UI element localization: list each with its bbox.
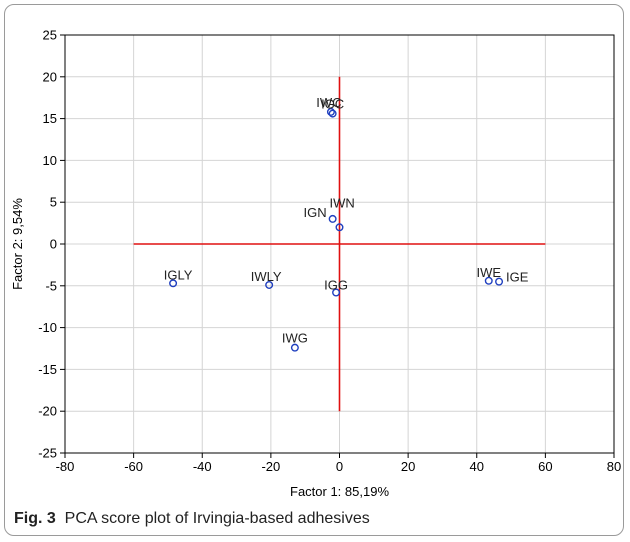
data-point-label: IGLY	[164, 267, 193, 282]
data-point	[265, 280, 274, 289]
figure-caption: Fig. 3 PCA score plot of Irvingia-based …	[14, 510, 370, 528]
x-tick-label: -60	[124, 459, 143, 474]
data-point	[495, 277, 504, 286]
x-tick-label: 80	[607, 459, 621, 474]
data-point-label: IWN	[330, 195, 355, 210]
x-axis-label: Factor 1: 85,19%	[290, 484, 389, 499]
y-axis-ticks: -25 -20 -15 -10 -5 0 5 10 15 20 25	[38, 28, 65, 461]
y-tick-label: 10	[43, 153, 57, 168]
y-tick-label: 0	[50, 237, 57, 252]
y-tick-label: -5	[45, 278, 57, 293]
data-point-label: IGG	[324, 277, 348, 292]
y-axis-label: Factor 2: 9,54%	[10, 198, 25, 290]
y-tick-label: -10	[38, 320, 57, 335]
figure-caption-text: PCA score plot of Irvingia-based adhesiv…	[64, 510, 370, 527]
x-axis-ticks: -80 -60 -40 -20 0 20 40 60 80	[56, 453, 621, 474]
data-point-label: IWC	[316, 95, 341, 110]
y-tick-label: 25	[43, 28, 57, 43]
data-point	[290, 343, 299, 352]
data-point	[328, 214, 337, 223]
data-point-label: IGN	[304, 205, 327, 220]
figure-frame	[4, 4, 624, 536]
data-point-label: IWE	[476, 265, 501, 280]
y-tick-label: -25	[38, 446, 57, 461]
data-point-label: IWLY	[251, 269, 282, 284]
x-tick-label: -40	[193, 459, 212, 474]
data-point-label: IGE	[506, 270, 529, 285]
y-tick-label: 15	[43, 111, 57, 126]
data-point	[328, 109, 337, 118]
y-tick-label: 20	[43, 69, 57, 84]
data-point	[332, 288, 341, 297]
y-tick-label: -15	[38, 362, 57, 377]
x-tick-label: -20	[261, 459, 280, 474]
x-tick-label: 0	[336, 459, 343, 474]
x-tick-label: 60	[538, 459, 552, 474]
x-tick-label: 20	[401, 459, 415, 474]
y-tick-label: 5	[50, 195, 57, 210]
y-tick-label: -20	[38, 404, 57, 419]
data-point	[484, 276, 493, 285]
data-point-label: IGC	[321, 97, 344, 112]
crosshair-lines	[133, 76, 546, 412]
x-tick-label: 40	[470, 459, 484, 474]
data-point	[335, 223, 344, 232]
data-point	[326, 107, 335, 116]
data-point	[169, 279, 178, 288]
x-tick-label: -80	[56, 459, 75, 474]
figure-number: Fig. 3	[14, 510, 56, 527]
data-point-label: IWG	[282, 331, 308, 346]
